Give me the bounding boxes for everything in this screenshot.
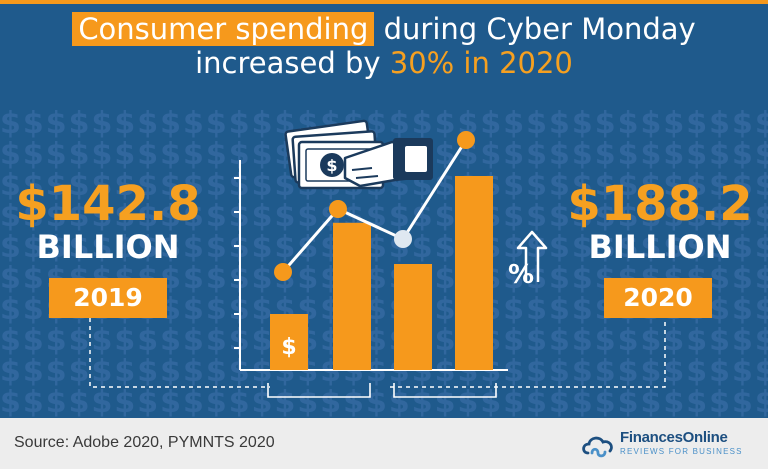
footer: Source: Adobe 2020, PYMNTS 2020 Finances… (0, 418, 768, 469)
top-accent-strip (0, 0, 768, 4)
trend-point-2 (329, 200, 347, 218)
brand-name: FinancesOnline (620, 429, 728, 446)
bar-2019 (333, 222, 371, 370)
trend-point-4 (457, 131, 475, 149)
stat-2019-unit: BILLION (36, 228, 180, 266)
arrow-up-icon (516, 230, 548, 282)
brand-tagline: REVIEWS FOR BUSINESS (620, 447, 743, 456)
headline-line2-accent: 30% in 2020 (389, 46, 573, 80)
deco-bar-3 (394, 264, 432, 370)
source-text: Source: Adobe 2020, PYMNTS 2020 (14, 434, 275, 451)
svg-text:$: $ (326, 156, 337, 175)
headline-line1-rest: during Cyber Monday (374, 12, 696, 46)
headline-line2-pre: increased by (195, 46, 390, 80)
bracket-2020 (393, 383, 497, 398)
percent-icon: % (508, 260, 534, 290)
brand-logo: FinancesOnline REVIEWS FOR BUSINESS (580, 427, 750, 461)
trend-point-1 (274, 263, 292, 281)
stat-2020-value: $188.2 (567, 176, 753, 232)
connector-right (390, 318, 666, 388)
stat-2020-year-badge: 2020 (604, 278, 712, 318)
stat-2019-value: $142.8 (15, 176, 201, 232)
deco-bar-1 (270, 314, 308, 370)
dollar-icon: $ (281, 335, 296, 360)
stat-2020-unit: BILLION (588, 228, 732, 266)
stat-2019-year-badge: 2019 (49, 278, 167, 318)
bracket-2019 (267, 383, 371, 398)
headline: Consumer spending during Cyber Monday in… (0, 12, 768, 80)
trend-line (281, 139, 468, 273)
hand-money-icon: $ (284, 119, 433, 190)
headline-highlight: Consumer spending (72, 12, 375, 46)
trend-point-3 (394, 230, 412, 248)
bar-2020 (455, 176, 493, 370)
cloud-logo-icon (582, 436, 613, 458)
connector-left (89, 318, 270, 388)
